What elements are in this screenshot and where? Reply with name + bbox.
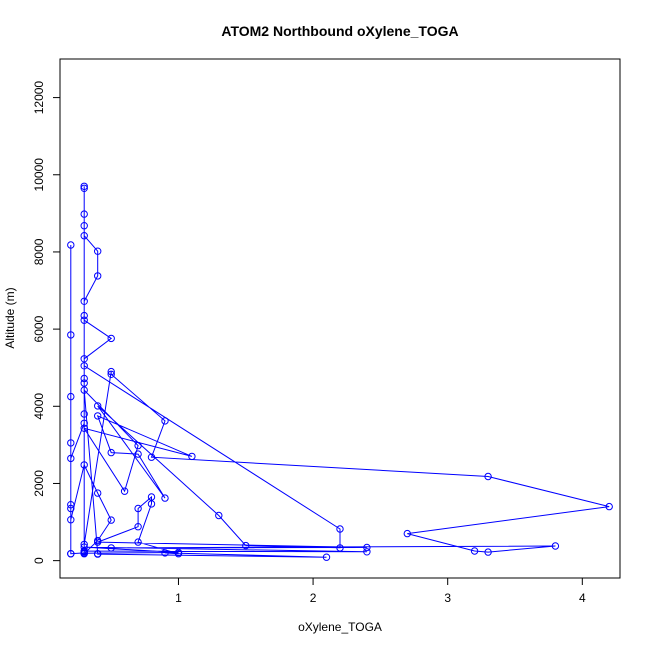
- data-point: [107, 516, 115, 524]
- data-point: [80, 311, 88, 320]
- data-point: [80, 410, 88, 418]
- data-point: [67, 392, 75, 401]
- y-tick-label: 4000: [32, 393, 46, 420]
- data-point: [80, 355, 88, 363]
- data-point: [363, 543, 371, 552]
- series-line: [70, 186, 610, 558]
- data-point: [80, 386, 88, 394]
- series-layer: [67, 182, 613, 561]
- data-point: [188, 452, 196, 461]
- y-tick-label: 8000: [32, 238, 46, 265]
- data-point: [120, 487, 129, 495]
- data-point: [107, 367, 115, 376]
- chart-title: ATOM2 Northbound oXylene_TOGA: [221, 23, 458, 39]
- data-point: [94, 550, 102, 558]
- data-point: [107, 448, 115, 457]
- data-point: [67, 241, 75, 249]
- plot-frame: [59, 58, 621, 579]
- data-point: [80, 232, 88, 240]
- data-point: [107, 544, 115, 552]
- data-point: [161, 549, 169, 557]
- data-point: [551, 542, 560, 550]
- data-point: [94, 402, 102, 410]
- data-point: [161, 494, 169, 502]
- data-point: [605, 502, 613, 511]
- data-point: [94, 272, 102, 280]
- data-point: [147, 500, 156, 508]
- data-point: [134, 523, 142, 531]
- y-tick-label: 0: [32, 557, 46, 564]
- data-point: [67, 331, 75, 339]
- data-point: [80, 379, 88, 387]
- data-point: [215, 511, 223, 520]
- data-point: [336, 544, 344, 552]
- data-point: [134, 441, 142, 450]
- y-tick-label: 12000: [32, 81, 46, 115]
- data-point: [80, 419, 88, 427]
- data-point: [174, 548, 183, 557]
- y-axis-label: Altitude (m): [3, 287, 17, 348]
- data-point: [94, 412, 102, 420]
- data-point: [80, 362, 88, 370]
- data-point: [67, 504, 75, 513]
- data-point: [67, 439, 75, 447]
- data-point: [107, 370, 115, 378]
- data-point: [403, 529, 411, 538]
- data-point: [134, 538, 142, 546]
- data-point: [134, 450, 142, 458]
- data-point: [67, 550, 75, 558]
- data-point: [80, 549, 88, 557]
- data-point: [242, 541, 250, 550]
- y-tick-label: 10000: [32, 158, 46, 192]
- x-tick-label: 4: [579, 591, 586, 605]
- data-point: [161, 417, 169, 425]
- data-point: [470, 547, 479, 555]
- data-point: [94, 538, 102, 546]
- x-axis: 1 2 3 4: [175, 577, 586, 605]
- y-axis: 0 2000 4000 6000 8000 10000 12000: [32, 81, 61, 564]
- data-point: [147, 493, 156, 501]
- data-point: [80, 182, 88, 191]
- data-point: [80, 210, 88, 218]
- data-point: [134, 504, 142, 513]
- data-point: [80, 222, 88, 230]
- data-point: [80, 374, 88, 383]
- data-point: [80, 316, 88, 324]
- y-tick-label: 2000: [32, 470, 46, 497]
- data-point: [336, 525, 344, 533]
- data-point: [484, 472, 492, 481]
- data-point: [322, 553, 331, 561]
- data-point: [80, 547, 88, 555]
- data-point: [80, 424, 88, 432]
- y-tick-label: 6000: [32, 315, 46, 342]
- x-axis-label: oXylene_TOGA: [298, 620, 382, 634]
- data-point: [363, 548, 371, 556]
- data-point: [67, 501, 75, 509]
- data-point: [94, 489, 102, 497]
- data-point: [107, 334, 115, 343]
- x-tick-label: 1: [175, 591, 182, 605]
- x-tick-label: 2: [310, 591, 317, 605]
- data-point: [80, 184, 88, 193]
- data-point: [484, 548, 492, 556]
- data-point: [80, 461, 88, 469]
- data-point: [147, 453, 156, 461]
- data-point: [67, 454, 75, 463]
- data-point: [67, 516, 75, 524]
- x-tick-label: 3: [444, 591, 451, 605]
- data-point: [94, 247, 102, 255]
- data-point: [80, 297, 88, 305]
